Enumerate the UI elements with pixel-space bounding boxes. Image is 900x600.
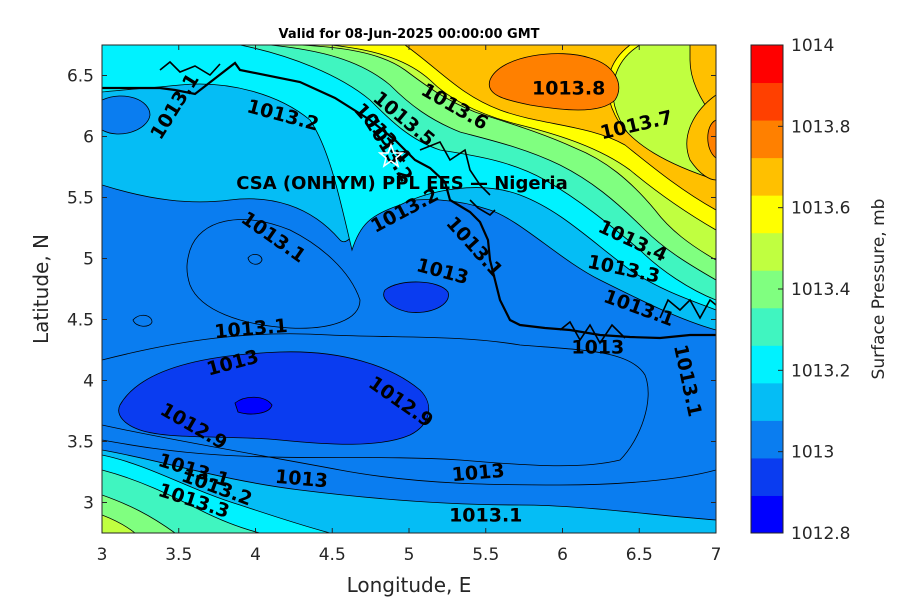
colorbar-swatch xyxy=(751,45,783,84)
coastline-line xyxy=(102,61,716,340)
colorbar-swatch xyxy=(751,420,783,459)
colorbar-swatch xyxy=(751,345,783,384)
x-tick-label: 3 xyxy=(97,545,108,565)
colorbar: 1012.8 1013 1013.2 1013.4 1013.6 1013.8 1014 xyxy=(750,36,850,544)
colorbar-tick-label: 1013 xyxy=(791,443,834,463)
colorbar-swatch xyxy=(751,232,783,271)
contour-fill-1012-9-pocket xyxy=(383,281,449,313)
contour-label: 1013.8 xyxy=(532,78,605,100)
contour-fill-1012-8-pocket xyxy=(234,396,273,415)
y-tick-label: 4.5 xyxy=(67,311,94,331)
colorbar-tick-label: 1013.8 xyxy=(791,117,850,137)
x-axis: 3 3.5 4 4.5 5 5.5 6 6.5 7 xyxy=(97,45,722,565)
colorbar-tick-label: 1013.2 xyxy=(791,361,850,381)
y-tick-label: 3.5 xyxy=(67,433,94,453)
y-axis-label: Latitude, N xyxy=(29,234,53,344)
x-tick-label: 7 xyxy=(711,545,722,565)
coastline-islands xyxy=(159,60,716,345)
colorbar-swatch xyxy=(751,457,783,496)
contour-label: 1013.1 xyxy=(449,505,522,527)
x-tick-label: 6.5 xyxy=(626,545,653,565)
colorbar-swatch xyxy=(751,270,783,309)
contour-fill-1013-7-east xyxy=(686,94,716,181)
y-tick-label: 5.5 xyxy=(67,189,94,209)
contour-label: 1013 xyxy=(274,466,329,493)
contour-line-1013-1-center xyxy=(186,219,361,329)
colorbar-swatch xyxy=(751,82,783,121)
x-axis-label: Longitude, E xyxy=(347,573,472,597)
coastline xyxy=(102,60,716,345)
star-marker-icon xyxy=(377,142,405,168)
contour-map xyxy=(102,45,716,533)
colorbar-swatch xyxy=(751,195,783,234)
colorbar-tick-label: 1013.6 xyxy=(791,199,850,219)
colorbar-swatch xyxy=(751,120,783,159)
colorbar-tick-label: 1013.4 xyxy=(791,280,850,300)
colorbar-swatch xyxy=(751,382,783,421)
figure-title: Valid for 08-Jun-2025 00:00:00 GMT xyxy=(279,27,540,42)
y-tick-label: 5 xyxy=(83,250,94,270)
x-tick-label: 6 xyxy=(557,545,568,565)
y-axis: 3 3.5 4 4.5 5 5.5 6 6.5 xyxy=(67,67,716,514)
x-tick-label: 4.5 xyxy=(319,545,346,565)
colorbar-swatch xyxy=(751,157,783,196)
contour-label: 1013 xyxy=(451,460,506,487)
contour-fill-1013-7 xyxy=(404,45,716,211)
colorbar-swatch xyxy=(751,307,783,346)
colorbar-tick-label: 1012.8 xyxy=(791,524,850,544)
contour-line-1013-1-southeast xyxy=(102,424,716,486)
x-tick-label: 5 xyxy=(404,545,415,565)
colorbar-swatch xyxy=(751,495,783,534)
site-annotation: CSA (ONHYM) PPL EES — Nigeria xyxy=(236,173,568,194)
contour-line-1013-south xyxy=(102,333,649,467)
contour-fill-1013-5-south xyxy=(102,514,136,533)
x-tick-label: 4 xyxy=(250,545,261,565)
y-tick-label: 4 xyxy=(83,372,94,392)
contour-fill-1013-pocket-west xyxy=(132,314,153,327)
y-tick-label: 3 xyxy=(83,494,94,514)
contour-label: 1013 xyxy=(571,336,624,358)
y-tick-label: 6.5 xyxy=(67,67,94,87)
contour-fill-1013-8 xyxy=(488,53,620,111)
y-tick-label: 6 xyxy=(83,128,94,148)
x-tick-label: 3.5 xyxy=(165,545,192,565)
contour-fill-1013-pocket-center xyxy=(247,254,263,265)
contour-fill-1012-9-low xyxy=(118,351,429,445)
x-tick-label: 5.5 xyxy=(472,545,499,565)
colorbar-label: Surface Pressure, mb xyxy=(869,199,889,380)
contour-fill-1013-northwest xyxy=(102,95,151,135)
colorbar-tick-label: 1014 xyxy=(791,36,834,56)
